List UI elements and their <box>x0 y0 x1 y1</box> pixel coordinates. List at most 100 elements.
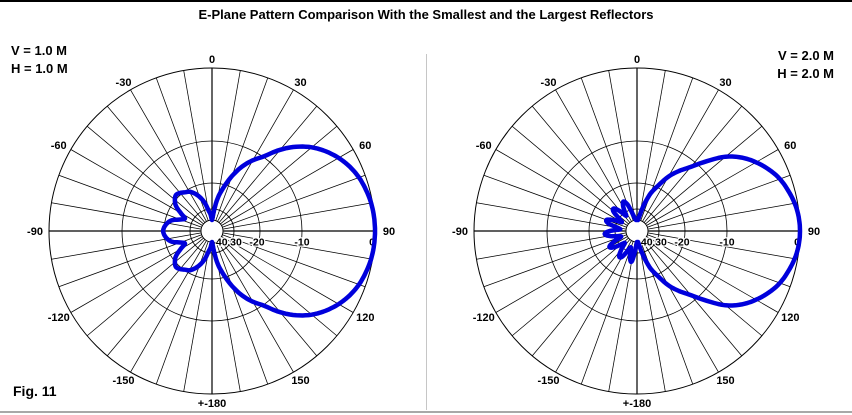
angle-labels: 0 30 60 90 120 150 +-180 -150 -120 -90 -60 -30 <box>452 54 820 410</box>
polar-grid <box>48 67 376 395</box>
angle-label: 30 <box>719 77 731 89</box>
angle-label: 60 <box>784 140 796 152</box>
radial-scale-labels: -40 30 -20 -10 0 <box>636 235 801 250</box>
angle-label: -60 <box>476 140 492 152</box>
grid-spoke <box>221 236 354 313</box>
angle-label: 30 <box>294 77 306 89</box>
angle-label: 120 <box>781 312 799 324</box>
grid-spoke <box>608 241 636 392</box>
grid-spoke <box>130 89 207 222</box>
right-annotation-line-h: H = 2.0 M <box>777 66 834 81</box>
angle-label: -120 <box>48 312 70 324</box>
angle-label: 90 <box>808 226 820 238</box>
angle-label: -90 <box>27 226 43 238</box>
left-plot-annotation: V = 1.0 M H = 1.0 M <box>11 42 68 78</box>
grid-spoke <box>511 125 629 225</box>
angle-label: 60 <box>359 140 371 152</box>
grid-spoke <box>580 241 634 385</box>
grid-spoke <box>222 174 366 228</box>
polar-plot-right: -40 30 -20 -10 00306090120150+-180-150-120-9… <box>452 54 820 410</box>
angle-labels: 0 30 60 90 120 150 +-180 -150 -120 -90 -60 -30 <box>27 54 395 410</box>
grid-spoke <box>215 241 269 385</box>
angle-label: 150 <box>291 375 309 387</box>
radial-tick-label: 0 <box>369 237 375 249</box>
grid-spoke <box>531 239 631 357</box>
grid-spoke <box>51 202 202 230</box>
pattern-curve <box>160 144 378 318</box>
figure-title: E-Plane Pattern Comparison With the Smal… <box>198 7 654 22</box>
grid-spoke <box>217 89 294 222</box>
grid-spoke <box>647 232 798 260</box>
radial-tick-label: 30 <box>655 237 667 249</box>
left-annotation-line-v: V = 1.0 M <box>11 43 67 58</box>
grid-spoke <box>580 77 634 221</box>
grid-spoke <box>215 77 269 221</box>
bottom-border-line <box>0 411 852 413</box>
radial-scale-labels: -40 30 -20 -10 0 <box>211 235 376 250</box>
grid-spoke <box>638 70 666 221</box>
angle-label: 120 <box>356 312 374 324</box>
angle-label: -30 <box>541 77 557 89</box>
grid-spoke <box>511 237 629 337</box>
left-annotation-line-h: H = 1.0 M <box>11 61 68 76</box>
grid-spoke <box>218 239 318 357</box>
grid-spoke <box>483 174 627 228</box>
grid-spoke <box>531 105 631 223</box>
grid-spoke <box>220 125 338 225</box>
grid-spoke <box>555 89 632 222</box>
grid-spoke <box>217 240 294 373</box>
angle-label: 150 <box>716 375 734 387</box>
angle-label: -150 <box>537 375 559 387</box>
grid-spoke <box>51 232 202 260</box>
right-annotation-line-v: V = 2.0 M <box>778 48 834 63</box>
grid-spoke <box>86 237 204 337</box>
grid-spoke <box>130 240 207 373</box>
grid-spoke <box>495 236 628 313</box>
grid-spoke <box>222 234 366 288</box>
radial-tick-label: -10 <box>294 237 309 249</box>
grid-spoke <box>638 241 666 392</box>
figure-number: Fig. 11 <box>13 383 57 399</box>
grid-spoke <box>183 241 211 392</box>
grid-spoke <box>221 149 354 226</box>
grid-spoke <box>86 125 204 225</box>
angle-label: +-180 <box>198 398 226 410</box>
grid-spoke <box>106 239 206 357</box>
grid-spoke <box>495 149 628 226</box>
polar-plot-left: -40 30 -20 -10 00 30 60 90 120 150 +-180 -150 -120 -9… <box>27 54 395 410</box>
angle-label: -150 <box>112 375 134 387</box>
grid-spoke <box>642 89 719 222</box>
polar-grid <box>473 67 801 395</box>
grid-spoke <box>647 202 798 230</box>
grid-spoke <box>106 105 206 223</box>
grid-spoke <box>476 232 627 260</box>
angle-label: 0 <box>634 54 640 66</box>
plot-divider <box>426 54 427 410</box>
grid-spoke <box>476 202 627 230</box>
radial-tick-label: -20 <box>674 237 689 249</box>
pattern-curve <box>602 154 803 308</box>
angle-label: -120 <box>473 312 495 324</box>
grid-spoke <box>222 232 373 260</box>
angle-label: -60 <box>51 140 67 152</box>
radial-tick-label: -40 <box>212 237 227 249</box>
grid-spoke <box>647 174 791 228</box>
radial-tick-label: -10 <box>719 237 734 249</box>
grid-spoke <box>222 202 373 230</box>
grid-spoke <box>608 70 636 221</box>
grid-spoke <box>483 234 627 288</box>
grid-spoke <box>555 240 632 373</box>
angle-label: -90 <box>452 226 468 238</box>
right-plot-annotation: V = 2.0 M H = 2.0 M <box>777 47 834 83</box>
angle-label: 90 <box>383 226 395 238</box>
grid-spoke <box>647 234 791 288</box>
angle-label: 0 <box>209 54 215 66</box>
grid-spoke <box>183 70 211 221</box>
grid-spoke <box>645 237 763 337</box>
grid-spoke <box>645 125 763 225</box>
grid-spoke <box>220 237 338 337</box>
angle-label: -30 <box>116 77 132 89</box>
radial-tick-label: -20 <box>249 237 264 249</box>
